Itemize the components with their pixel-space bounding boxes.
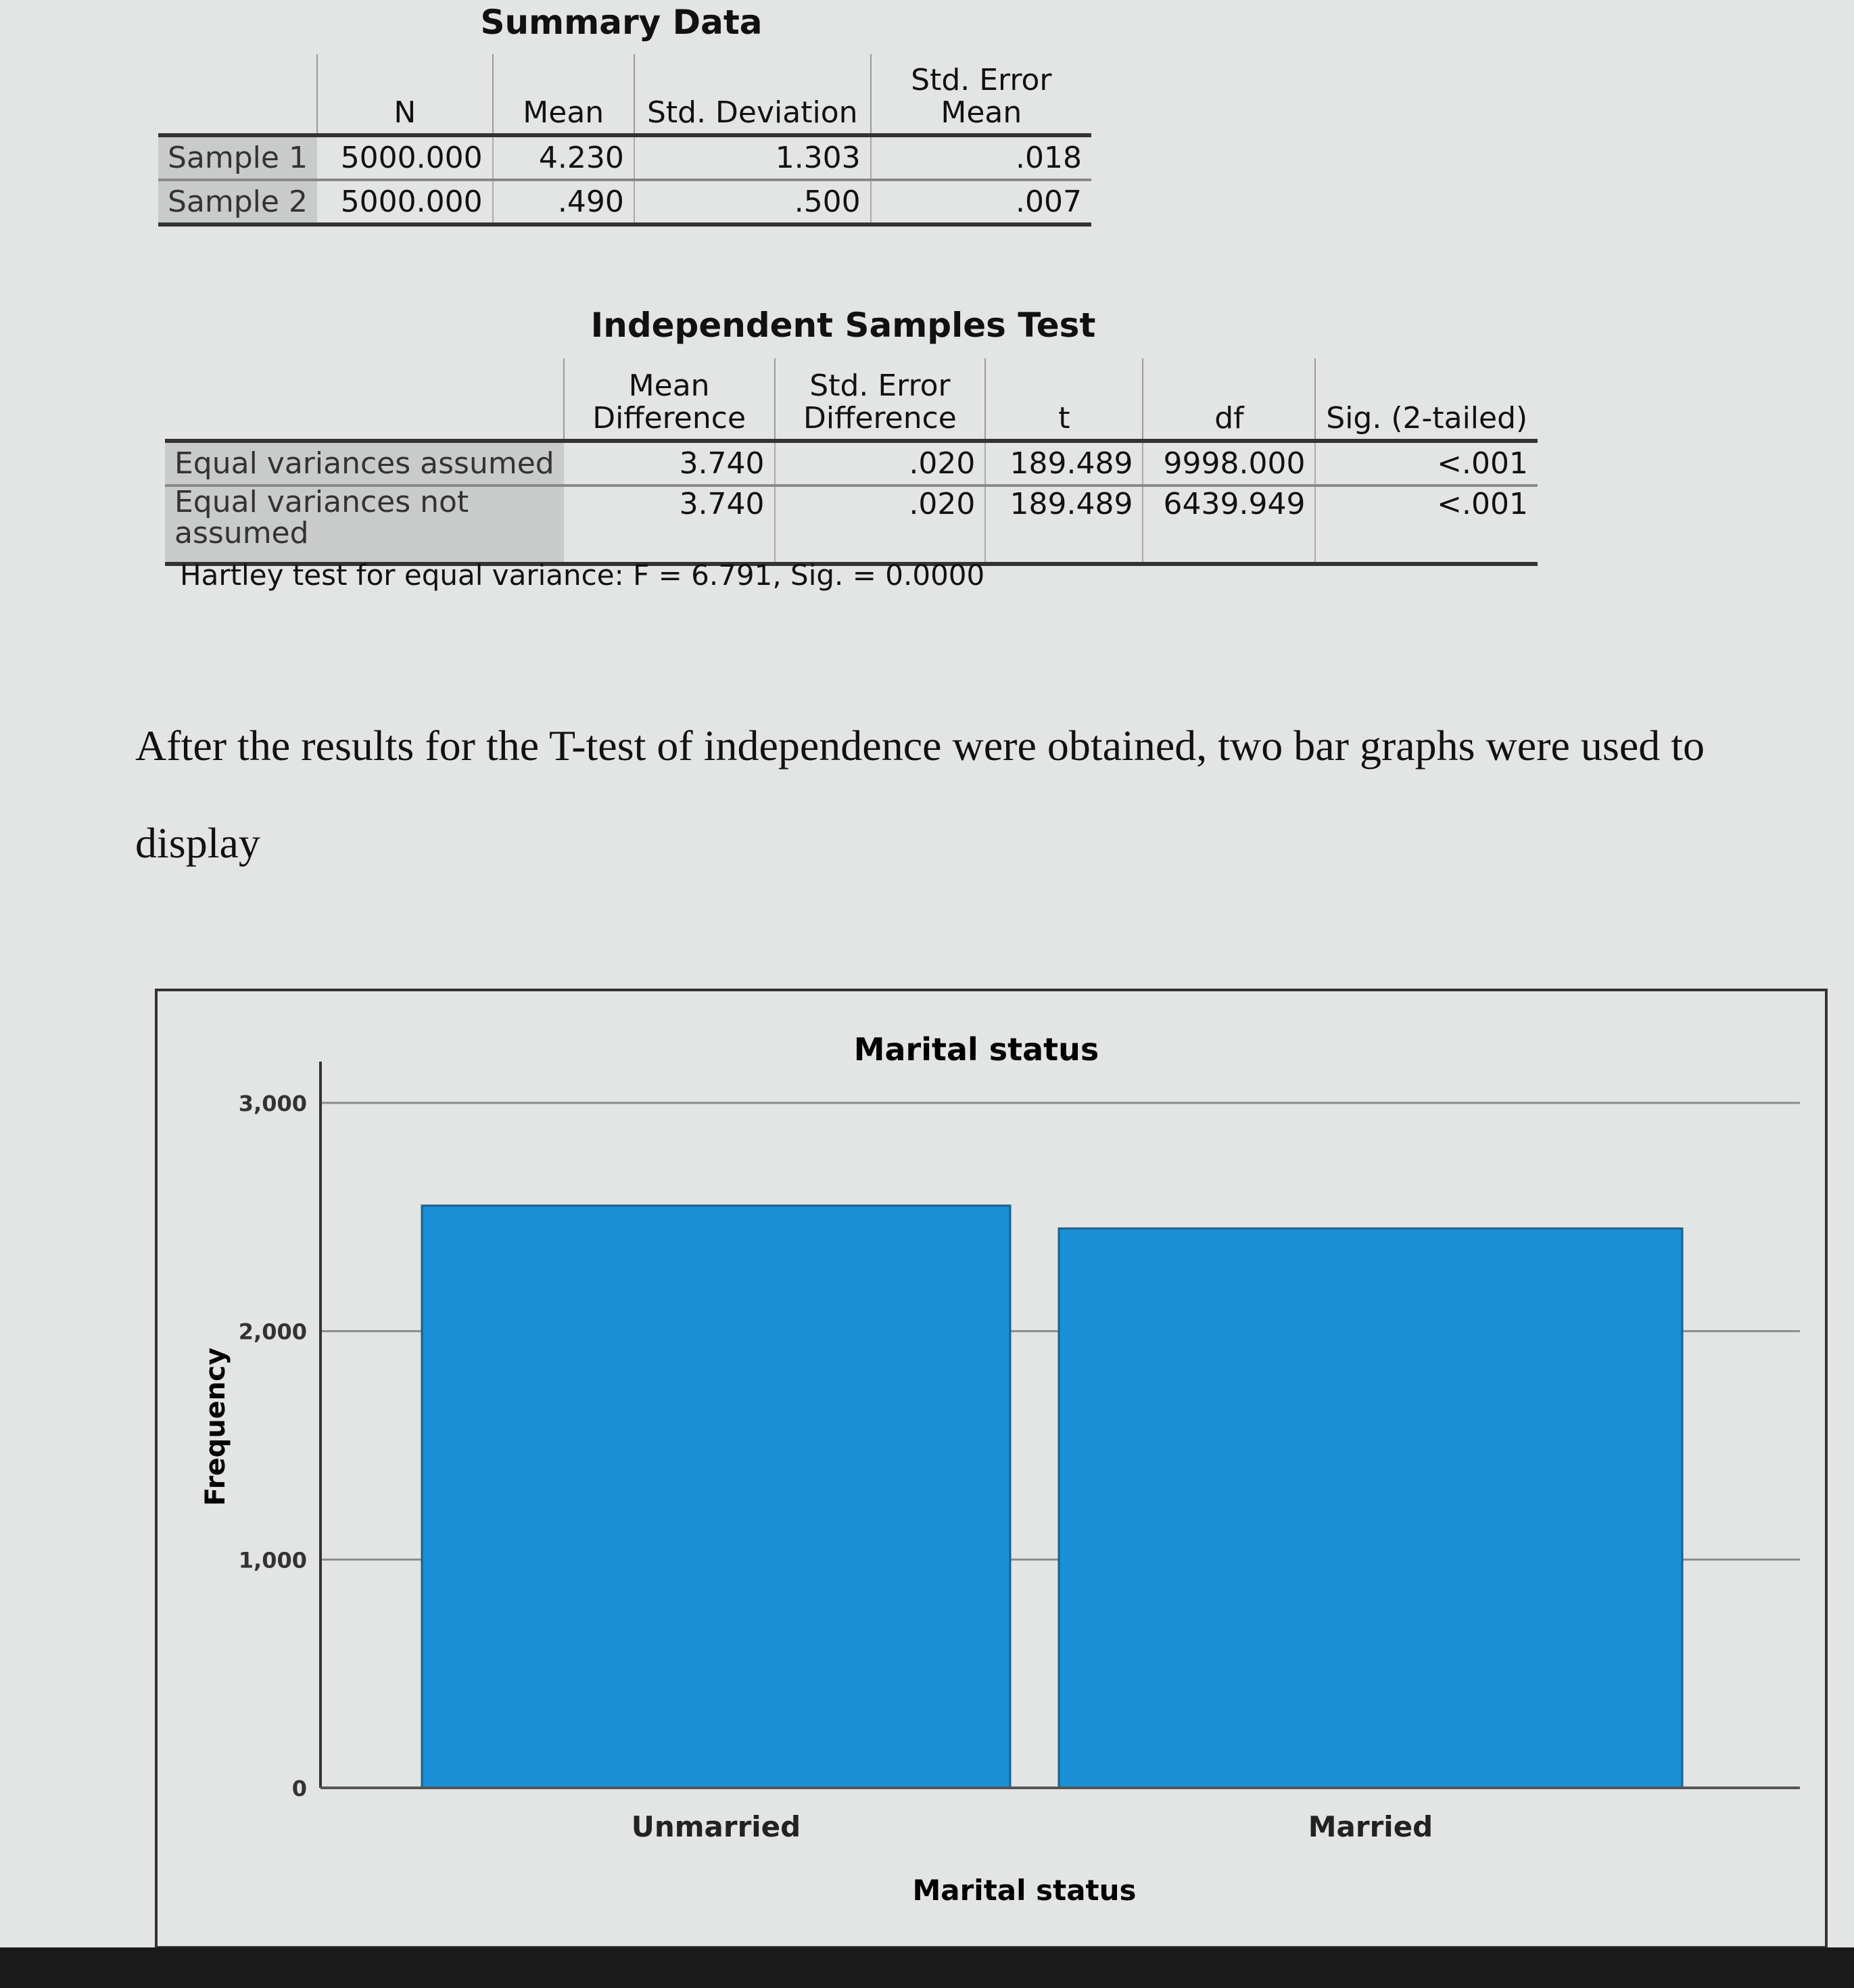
y-tick-label: 1,000 bbox=[239, 1547, 307, 1573]
x-category-label: Unmarried bbox=[632, 1810, 801, 1843]
chart-title: Marital status bbox=[854, 1031, 1099, 1068]
cell-mean-diff: 3.740 bbox=[679, 446, 765, 481]
cell-se-diff: .020 bbox=[774, 441, 986, 486]
cell-se-diff: .020 bbox=[774, 486, 986, 564]
bar-unmarried bbox=[421, 1204, 1012, 1789]
x-axis-label: Marital status bbox=[912, 1874, 1136, 1907]
col-header-df: df bbox=[1142, 358, 1316, 441]
cell-t: 189.489 bbox=[984, 441, 1143, 486]
summary-table: N Mean Std. Deviation Std. Error Mean Sa… bbox=[158, 54, 1091, 227]
y-tick-label: 0 bbox=[292, 1776, 307, 1801]
col-header-mean: Mean bbox=[492, 54, 634, 135]
col-header-mean-diff: Mean Difference bbox=[563, 358, 775, 441]
cell-t: 189.489 bbox=[984, 486, 1143, 564]
table-row: Sample 1 5000.000 4.230 1.303 .018 bbox=[158, 135, 1091, 180]
table-row: Equal variances assumed 3.740 .020 189.4… bbox=[165, 441, 1538, 486]
cell-mean-diff: 3.740 bbox=[679, 487, 765, 521]
col-header-se-diff: Std. Error Difference bbox=[774, 358, 986, 441]
screen-bezel bbox=[0, 1947, 1854, 1988]
cell-sig: <.001 bbox=[1314, 441, 1538, 486]
cell-n: 5000.000 bbox=[340, 185, 483, 219]
cell-mean: .490 bbox=[492, 180, 634, 224]
col-header-sd: Std. Deviation bbox=[633, 54, 871, 135]
x-category-label: Married bbox=[1308, 1810, 1433, 1843]
table-row: Sample 2 5000.000 .490 .500 .007 bbox=[158, 180, 1091, 224]
bar-married bbox=[1057, 1227, 1684, 1789]
ttest-title: Independent Samples Test bbox=[590, 306, 1096, 345]
cell-df: 9998.000 bbox=[1142, 441, 1316, 486]
ttest-table: Mean Difference Std. Error Difference t … bbox=[165, 358, 1538, 566]
cell-n: 5000.000 bbox=[340, 141, 483, 175]
paragraph-line-2: display bbox=[135, 819, 260, 867]
y-tick-label: 2,000 bbox=[239, 1319, 307, 1345]
cell-mean: 4.230 bbox=[492, 135, 634, 180]
y-axis-label: Frequency bbox=[200, 1348, 231, 1506]
cell-sd: .500 bbox=[633, 180, 871, 224]
row-label: Sample 1 bbox=[158, 135, 317, 180]
row-label: Sample 2 bbox=[158, 180, 317, 224]
row-label: Equal variances assumed bbox=[165, 441, 564, 486]
col-header-sig: Sig. (2-tailed) bbox=[1314, 358, 1538, 441]
cell-sd: 1.303 bbox=[633, 135, 871, 180]
table-row: Equal variances not assumed 3.740 .020 1… bbox=[165, 486, 1538, 564]
col-header-t: t bbox=[984, 358, 1143, 441]
hartley-footnote: Hartley test for equal variance: F = 6.7… bbox=[180, 559, 985, 592]
col-header-n: N bbox=[316, 54, 493, 135]
col-header-se: Std. Error Mean bbox=[870, 54, 1091, 135]
paragraph-line-1: After the results for the T-test of inde… bbox=[135, 721, 1705, 770]
cell-df: 6439.949 bbox=[1142, 486, 1316, 564]
cell-sig: <.001 bbox=[1314, 486, 1538, 564]
y-tick-label: 3,000 bbox=[239, 1091, 307, 1116]
cell-se: .007 bbox=[870, 180, 1091, 224]
row-label: Equal variances not assumed bbox=[165, 486, 564, 564]
summary-title: Summary Data bbox=[480, 3, 763, 42]
cell-se: .018 bbox=[870, 135, 1091, 180]
